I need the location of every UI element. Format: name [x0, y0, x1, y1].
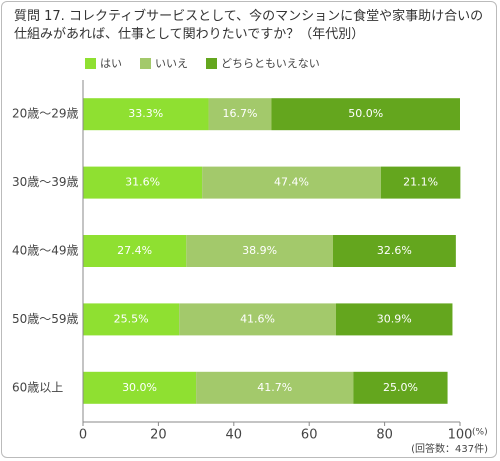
legend-swatch — [206, 58, 217, 69]
y-tick-label: 50歳〜59歳 — [12, 312, 79, 326]
x-tick-label: 0 — [79, 428, 87, 443]
bar-segment — [202, 166, 381, 199]
bar-segment — [186, 235, 333, 267]
bar-segment — [83, 235, 187, 267]
y-tick-label: 30歳〜39歳 — [12, 175, 79, 189]
x-tick-label: 60 — [301, 428, 318, 443]
value-label: 31.6% — [125, 176, 160, 189]
legend-label: いいえ — [155, 57, 188, 70]
legend-swatch — [140, 58, 151, 69]
value-label: 38.9% — [242, 244, 277, 257]
value-label: 16.7% — [223, 107, 258, 120]
bar-segment — [83, 303, 180, 336]
note: (回答数：437件) — [411, 442, 488, 455]
value-label: 47.4% — [274, 176, 309, 189]
legend-label: どちらともいえない — [221, 57, 320, 70]
legend-label: はい — [100, 57, 122, 70]
value-label: 50.0% — [348, 107, 383, 120]
value-label: 21.1% — [403, 176, 438, 189]
chart-title: 質問 17. コレクティブサービスとして、今のマンションに食堂や家事助け合いの仕… — [14, 9, 484, 42]
bar-segment — [208, 98, 272, 131]
bar-segment — [83, 166, 203, 199]
x-tick-label: 80 — [376, 428, 393, 443]
bar-segment — [271, 98, 460, 131]
bar-segment — [83, 98, 209, 131]
value-label: 25.0% — [383, 381, 418, 394]
bar-segment — [83, 371, 197, 404]
bar-segment — [332, 235, 456, 267]
legend-swatch — [85, 58, 96, 69]
value-label: 30.9% — [377, 312, 412, 325]
bar-segment — [353, 371, 448, 404]
value-label: 32.6% — [377, 244, 412, 257]
x-tick-label: 100 — [448, 428, 473, 443]
value-label: 27.4% — [117, 244, 152, 257]
bar-segment — [380, 166, 461, 199]
bar-segment — [179, 303, 336, 336]
bar-segment — [335, 303, 453, 336]
bar-segment — [196, 371, 354, 404]
y-tick-label: 40歳〜49歳 — [12, 244, 79, 258]
x-unit: (%) — [472, 428, 488, 438]
x-tick-label: 20 — [150, 428, 167, 443]
value-label: 41.7% — [257, 381, 292, 394]
y-tick-label: 60歳以上 — [12, 380, 63, 394]
y-tick-label: 20歳〜29歳 — [12, 107, 79, 121]
value-label: 25.5% — [114, 312, 149, 325]
x-tick-label: 40 — [226, 428, 243, 443]
value-label: 41.6% — [240, 312, 275, 325]
value-label: 33.3% — [128, 107, 163, 120]
value-label: 30.0% — [122, 381, 157, 394]
